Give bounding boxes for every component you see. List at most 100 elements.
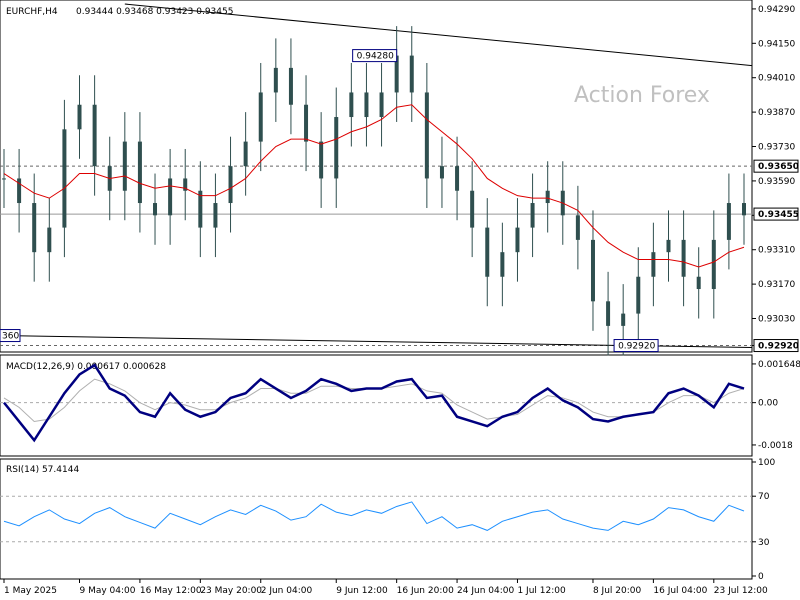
macd-series-layer (0, 363, 752, 443)
candle-body (198, 190, 203, 228)
current-price-tag-label: 0.93455 (758, 210, 799, 220)
x-tick-label: 9 May 04:00 (80, 586, 136, 596)
low-annotation-box (613, 339, 659, 353)
x-tick-label: 8 Jul 20:00 (593, 586, 642, 596)
rsi-tick-label: 30 (758, 538, 770, 548)
candle-body (500, 252, 505, 277)
candle-body (273, 67, 278, 93)
current-price-tag-box (753, 207, 799, 221)
low-annotation: 0.92920 (618, 342, 655, 352)
rsi-tick-label: 70 (758, 492, 770, 502)
macd-tick-label: 0.001648 (758, 360, 800, 370)
watermark: Action Forex (574, 83, 710, 108)
candle-body (666, 239, 671, 253)
x-tick-label: 24 Jun 04:00 (457, 586, 514, 596)
support-tag-box (753, 339, 799, 353)
candle-body (696, 276, 701, 290)
candle-body (319, 141, 324, 179)
x-tick-label: 2 Jun 04:00 (261, 586, 313, 596)
candle-body (742, 203, 746, 216)
candle-body (621, 313, 626, 326)
high-annotation: 0.94280 (357, 52, 394, 62)
rsi-tick-label: 0 (758, 572, 764, 582)
candle-body (47, 227, 52, 253)
left-annotation: 360 (2, 332, 19, 342)
price-tick-label: 0.94290 (758, 5, 795, 15)
candle-body (530, 203, 535, 228)
price-tick-label: 0.93730 (758, 143, 795, 153)
candle-body (243, 141, 248, 167)
x-tick-label: 23 May 20:00 (200, 586, 262, 596)
candle-body (606, 301, 611, 326)
price-tick-label: 0.94150 (758, 39, 795, 49)
x-tick-label: 16 Jun 20:00 (397, 586, 454, 596)
candle-body (545, 190, 550, 204)
support-tag-label: 0.92920 (758, 342, 799, 352)
macd-tick-label: 0.00 (758, 399, 778, 409)
ohlc-label: 0.93444 0.93468 0.93423 0.93455 (76, 7, 233, 17)
candle-body (258, 92, 263, 142)
candle-body (304, 104, 309, 142)
candle-body (651, 252, 656, 277)
candle-body (681, 239, 686, 277)
price-panel (0, 0, 753, 353)
x-tick-label: 16 Jul 04:00 (653, 586, 707, 596)
candle-body (168, 178, 173, 216)
candle-body (137, 141, 142, 204)
price-tick-label: 0.93590 (758, 177, 795, 187)
candle-body (485, 227, 490, 277)
candle-body (590, 239, 595, 302)
left-annotation-box (0, 329, 21, 343)
candle-body (183, 178, 188, 191)
candle-body (711, 239, 716, 290)
macd-main-line (3, 363, 745, 443)
x-tick-label: 16 May 12:00 (140, 586, 202, 596)
price-tick-label: 0.93030 (758, 315, 795, 325)
candle-body (455, 166, 460, 191)
candle-body (636, 276, 641, 314)
candle-body (17, 178, 22, 204)
resistance-tag-label: 0.93650 (758, 162, 799, 172)
x-tick-label: 1 May 2025 (4, 586, 57, 596)
candle-body (470, 190, 475, 228)
rsi-panel (0, 458, 753, 580)
symbol-label: EURCHF,H4 (6, 7, 58, 17)
price-series-layer: 0.94280 0.92920 360 (0, 3, 753, 356)
macd-title: MACD(12,26,9) 0.000617 0.000628 (6, 362, 166, 372)
rsi-title: RSI(14) 57.4144 (6, 465, 79, 475)
candle-body (424, 92, 429, 179)
price-tick-label: 0.93870 (758, 108, 795, 118)
moving-average-line (3, 104, 745, 268)
candle-body (364, 92, 369, 118)
candle-body (334, 117, 339, 179)
candle-body (62, 129, 67, 228)
candle-body (575, 215, 580, 240)
price-tick-label: 0.93170 (758, 280, 795, 290)
candle-body (32, 203, 37, 253)
candle-body (439, 166, 444, 179)
candle-body (379, 92, 384, 118)
candle-body (288, 67, 293, 105)
candle-body (213, 203, 218, 228)
rsi-line (3, 501, 745, 531)
resistance-tag-box (753, 159, 799, 173)
axis-layer: 0.94290 0.94150 0.94010 0.93870 0.93730 0.935… (3, 5, 800, 596)
high-annotation-box (352, 49, 398, 63)
x-tick-label: 1 Jul 12:00 (517, 586, 566, 596)
candle-body (394, 55, 399, 93)
candle-body (77, 104, 82, 130)
x-tick-label: 9 Jun 12:00 (336, 586, 388, 596)
macd-panel (0, 354, 753, 457)
macd-tick-label: -0.0018 (758, 441, 793, 451)
price-tick-label: 0.94010 (758, 74, 795, 84)
candle-body (409, 55, 414, 93)
candle-body (726, 203, 731, 240)
candle-body (153, 203, 158, 216)
candle-body (228, 166, 233, 204)
x-tick-label: 23 Jul 12:00 (714, 586, 768, 596)
candle-body (92, 104, 97, 167)
rsi-series-layer (0, 495, 752, 543)
candle-body (515, 227, 520, 253)
price-tick-label: 0.93310 (758, 246, 795, 256)
